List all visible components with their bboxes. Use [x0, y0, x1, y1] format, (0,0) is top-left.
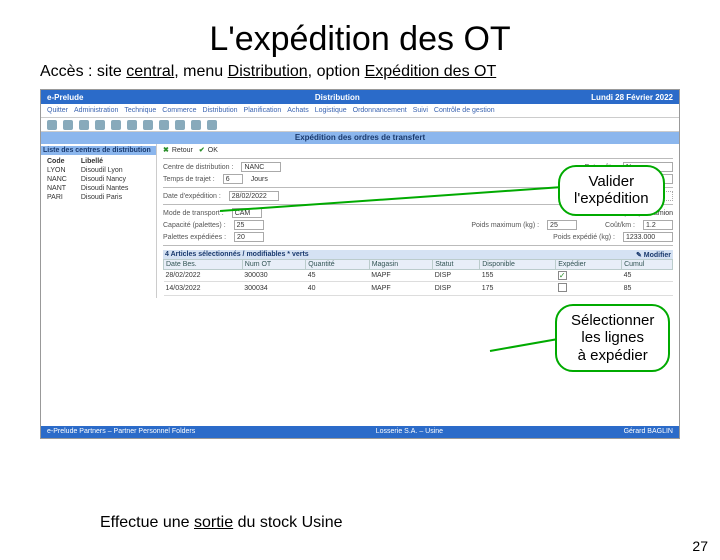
- capa-label: Capacité (palettes) :: [163, 222, 226, 229]
- toolbar-icon[interactable]: [79, 120, 89, 130]
- subtitle-mid: , menu: [174, 63, 227, 80]
- table-row[interactable]: 28/02/2022 300030 45 MAPF DISP 155 ✓ 45: [164, 270, 673, 282]
- list-item[interactable]: NANCDisoudi Nancy: [45, 175, 152, 184]
- toolbar-icon[interactable]: [191, 120, 201, 130]
- left-panel: Liste des centres de distribution Code L…: [41, 144, 156, 298]
- subtitle-menu: Distribution: [228, 63, 308, 80]
- grid-section-header: 4 Articles sélectionnés / modifiables * …: [163, 250, 673, 259]
- x-icon: ✖: [163, 146, 169, 154]
- toolbar-icon[interactable]: [47, 120, 57, 130]
- col-dispo[interactable]: Disponible: [480, 260, 556, 270]
- toolbar-icon[interactable]: [207, 120, 217, 130]
- app-footer: e-Prelude Partners – Partner Personnel F…: [41, 426, 679, 438]
- centre-label: Centre de distribution :: [163, 164, 233, 171]
- menubar: Quitter Administration Technique Commerc…: [41, 104, 679, 118]
- cout-label: Coût/km :: [605, 222, 635, 229]
- list-item[interactable]: LYONDisoudil Lyon: [45, 166, 152, 175]
- toolbar-icon[interactable]: [63, 120, 73, 130]
- col-date[interactable]: Date Bes.: [164, 260, 243, 270]
- toolbar-icon[interactable]: [95, 120, 105, 130]
- col-cumul[interactable]: Cumul: [622, 260, 673, 270]
- col-statut[interactable]: Statut: [433, 260, 480, 270]
- menu-technique[interactable]: Technique: [124, 107, 156, 114]
- col-code: Code: [45, 157, 79, 166]
- col-libelle: Libellé: [79, 157, 152, 166]
- expedier-checkbox[interactable]: ✓: [558, 271, 567, 280]
- col-numot[interactable]: Num OT: [242, 260, 305, 270]
- menu-quitter[interactable]: Quitter: [47, 107, 68, 114]
- toolbar-icon[interactable]: [111, 120, 121, 130]
- subtitle-option: Expédition des OT: [365, 63, 497, 80]
- pal-exp-label: Palettes expédiées :: [163, 234, 226, 241]
- subtitle-prefix: Accès : site: [40, 63, 126, 80]
- capa-field: 25: [234, 220, 264, 230]
- list-item[interactable]: NANTDisoudi Nantes: [45, 184, 152, 193]
- toolbar-icon[interactable]: [127, 120, 137, 130]
- app-header-center: Distribution: [315, 93, 360, 102]
- temps-unit: Jours: [251, 176, 268, 183]
- subtitle-mid2: , option: [308, 63, 365, 80]
- footer-left: e-Prelude Partners – Partner Personnel F…: [47, 426, 195, 438]
- check-icon: ✔: [199, 146, 205, 154]
- temps-label: Temps de trajet :: [163, 176, 215, 183]
- menu-planification[interactable]: Planification: [244, 107, 282, 114]
- toolbar: [41, 118, 679, 132]
- table-row[interactable]: 14/03/2022 300034 40 MAPF DISP 175 85: [164, 282, 673, 296]
- left-panel-title: Liste des centres de distribution: [41, 146, 156, 155]
- menu-logistique[interactable]: Logistique: [315, 107, 347, 114]
- toolbar-icon[interactable]: [175, 120, 185, 130]
- callout-validate: Valider l'expédition: [558, 165, 665, 216]
- subtitle-site: central: [126, 63, 174, 80]
- toolbar-icon[interactable]: [159, 120, 169, 130]
- slide-title: L'expédition des OT: [0, 20, 720, 59]
- poids-exp-label: Poids expédié (kg) :: [553, 234, 615, 241]
- col-magasin[interactable]: Magasin: [369, 260, 432, 270]
- menu-ordonnancement[interactable]: Ordonnancement: [353, 107, 407, 114]
- order-grid: Date Bes. Num OT Quantité Magasin Statut…: [163, 259, 673, 296]
- poids-max-field: 25: [547, 220, 577, 230]
- col-qte[interactable]: Quantité: [306, 260, 369, 270]
- toolbar-icon[interactable]: [143, 120, 153, 130]
- slide-subtitle: Accès : site central, menu Distribution,…: [40, 63, 680, 81]
- list-item[interactable]: PARIDisoudi Paris: [45, 193, 152, 202]
- pal-exp-field: 20: [234, 232, 264, 242]
- menu-achats[interactable]: Achats: [287, 107, 308, 114]
- modifier-button[interactable]: ✎ Modifier: [636, 251, 671, 259]
- date-exp-label: Date d'expédition :: [163, 193, 221, 200]
- footer-right: Gérard BAGLIN: [624, 426, 673, 438]
- col-expedier[interactable]: Expédier: [556, 260, 622, 270]
- poids-max-label: Poids maximum (kg) :: [471, 222, 539, 229]
- menu-admin[interactable]: Administration: [74, 107, 118, 114]
- callout-select: Sélectionner les lignes à expédier: [555, 304, 670, 372]
- menu-suivi[interactable]: Suivi: [413, 107, 428, 114]
- app-header: e-Prelude Distribution Lundi 28 Février …: [41, 90, 679, 104]
- temps-field[interactable]: 6: [223, 174, 243, 184]
- page-number: 27: [692, 538, 708, 554]
- menu-controle[interactable]: Contrôle de gestion: [434, 107, 495, 114]
- poids-exp-field: 1233.000: [623, 232, 673, 242]
- centre-field[interactable]: NANC: [241, 162, 281, 172]
- app-brand: e-Prelude: [47, 93, 83, 102]
- date-exp-field[interactable]: 28/02/2022: [229, 191, 279, 201]
- bottom-caption: Effectue une sortie du stock Usine: [100, 514, 343, 532]
- menu-commerce[interactable]: Commerce: [162, 107, 196, 114]
- cout-field: 1.2: [643, 220, 673, 230]
- app-screenshot: e-Prelude Distribution Lundi 28 Février …: [40, 89, 680, 439]
- retour-button[interactable]: ✖Retour: [163, 146, 193, 154]
- expedier-checkbox[interactable]: [558, 283, 567, 292]
- menu-distribution[interactable]: Distribution: [203, 107, 238, 114]
- app-header-date: Lundi 28 Février 2022: [591, 93, 673, 102]
- footer-center: Losserie S.A. – Usine: [376, 426, 443, 438]
- section-bar: Expédition des ordres de transfert: [41, 132, 679, 144]
- centre-list: Code Libellé LYONDisoudil Lyon NANCDisou…: [45, 157, 152, 202]
- mode-label: Mode de transport :: [163, 210, 224, 217]
- ok-button[interactable]: ✔OK: [199, 146, 218, 154]
